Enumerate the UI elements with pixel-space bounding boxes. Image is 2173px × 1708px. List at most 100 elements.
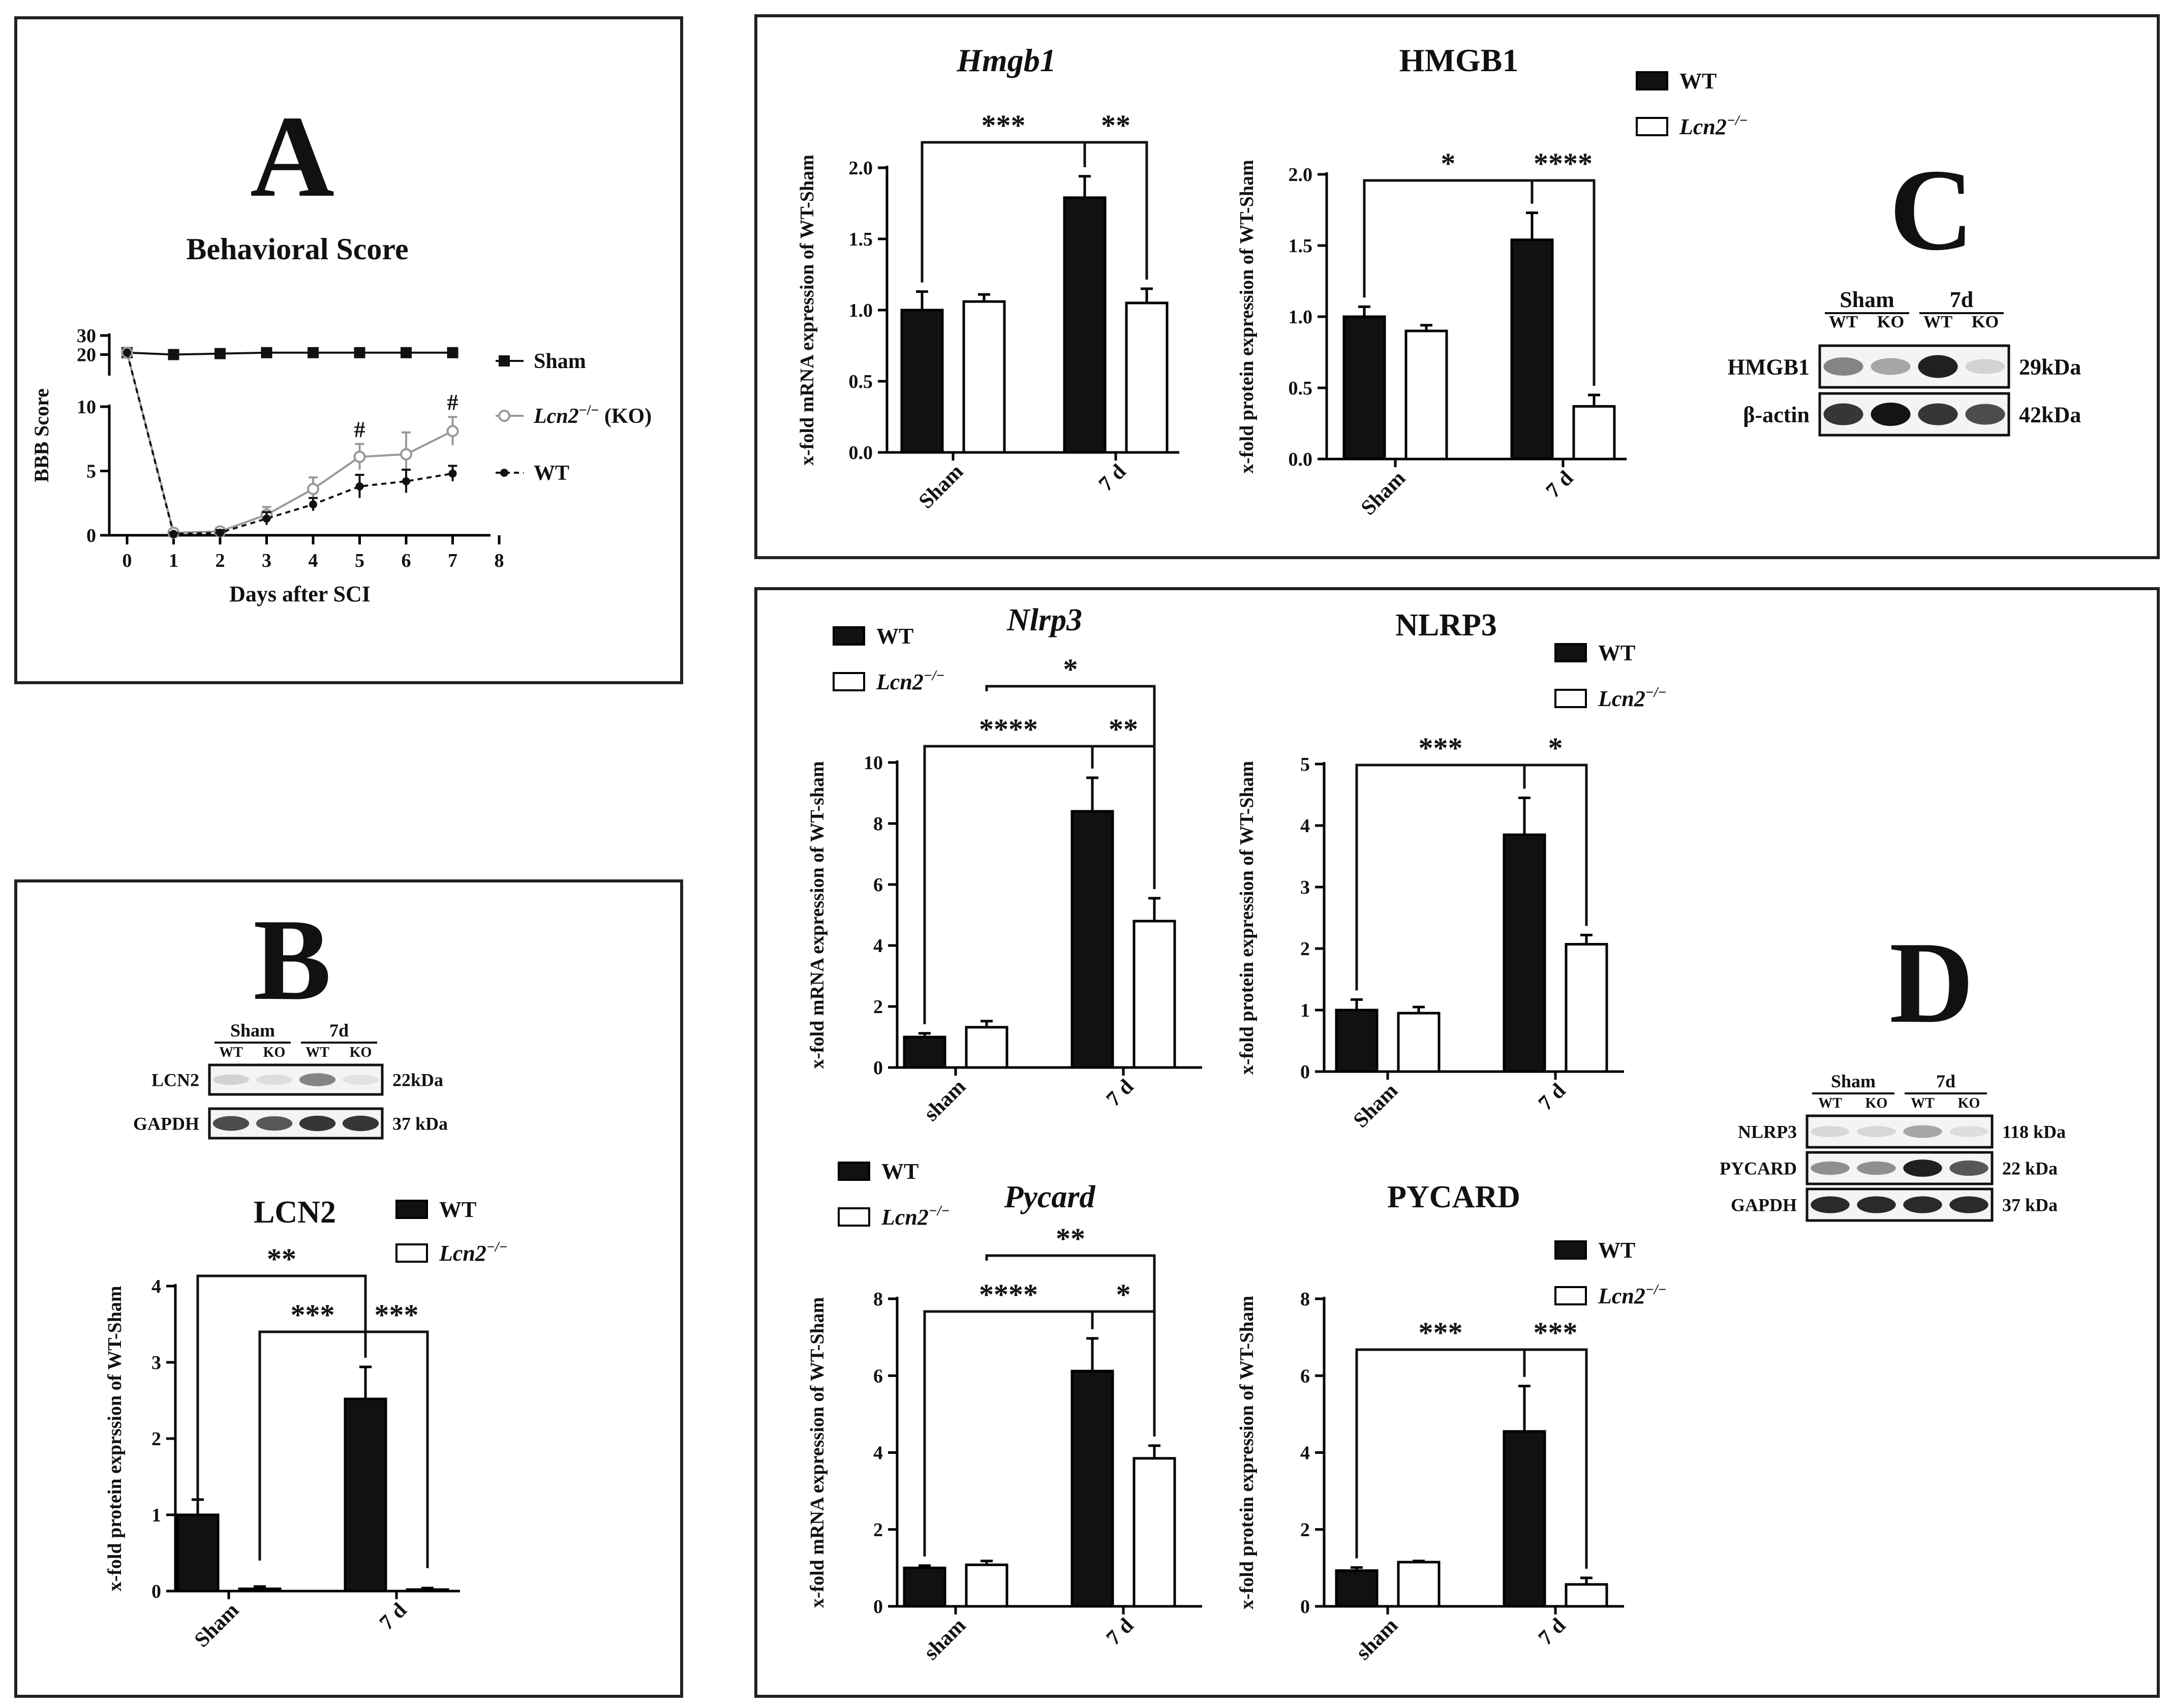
x-tick-label: sham [1352,1614,1402,1665]
bar-chart-hmgb1-protein: HMGB1 x-fold protein expression of WT-Sha… [1236,42,1627,520]
y-tick-label: 30 [77,325,96,347]
legend-label-wt: WT [1598,640,1635,665]
blot-band [1871,358,1911,375]
legend-ko-sup: −/− [1645,685,1667,700]
significance-label: ** [1056,1222,1085,1255]
bar-wt [176,1513,220,1593]
significance-label: *** [375,1298,419,1331]
x-tick-label: sham [920,1614,970,1665]
legend-label-ko: Lcn2−/− [881,1203,950,1230]
annotation-hash: # [354,417,365,442]
significance-label: *** [1419,731,1463,765]
significance-bracket [1363,179,1534,298]
legend-swatch-wt [1636,71,1668,90]
blot-size-label: 29kDa [2019,354,2081,379]
data-point [123,348,131,357]
significance-bracket [1523,1348,1588,1569]
x-tick-label: 6 [402,550,411,571]
legend-label-wt: WT [881,1159,919,1184]
blot-band [256,1075,293,1085]
y-tick-label: 2.0 [1289,164,1313,186]
x-tick-label: 7 d [1102,1075,1138,1111]
blot-band [1857,1126,1896,1137]
y-axis-label: x-fold mRNA expression of WT-Sham [807,1297,828,1608]
blot-band [1857,1161,1896,1175]
blot-lane-label: KO [1972,312,1999,331]
x-tick-label: 4 [309,550,318,571]
significance-label: * [1116,1278,1131,1311]
legend-marker-wt [500,469,508,477]
chart-title: Hmgb1 [956,42,1056,78]
data-point [447,347,458,358]
chart-a-title: Behavioral Score [186,232,408,266]
blot-band [1949,1160,1988,1176]
series-line-2 [126,352,453,535]
blot-protein-label: β-actin [1743,402,1810,427]
blot-band [1823,357,1863,376]
blot-band [342,1115,379,1132]
legend-swatch-wt [395,1200,428,1219]
y-tick-label: 10 [864,752,883,774]
blot-band [1871,403,1911,426]
y-tick-label: 2 [1300,938,1310,960]
x-tick-label: Sham [914,460,968,513]
blot-group-label: 7d [329,1020,349,1041]
annotation-hash: # [447,390,458,415]
legend-ko-sup: −/− [1727,113,1748,129]
blot-group-label: Sham [230,1020,275,1041]
y-tick-label: 1.0 [1289,307,1313,328]
legend-ko-sup: −/− [929,1203,950,1219]
x-tick-label: 7 d [1102,1614,1138,1650]
x-tick-label: Sham [190,1599,243,1652]
y-tick-label: 1 [151,1505,161,1526]
legend-label-ko: Lcn2−/− [1679,113,1748,139]
blot-band [1965,359,2005,374]
y-tick-label: 2 [151,1428,161,1450]
bar-ko [1572,405,1616,461]
bar-ko [965,1563,1008,1608]
significance-bracket [1355,1348,1526,1559]
legend-ko-sup: −/− [924,668,945,684]
chart-title: NLRP3 [1395,608,1497,643]
y-tick-label: 3 [1300,877,1310,898]
y-tick-label: 0.5 [849,371,873,392]
blot-strip [1805,1114,1994,1149]
blot-group-label: 7d [1950,287,1973,312]
blot-band [1949,1126,1988,1137]
legend-swatch-ko [395,1243,428,1263]
data-point [168,349,179,360]
y-tick-label: 1.5 [849,229,873,250]
blot-lane-label: WT [1923,312,1952,331]
blot-lane-label: KO [350,1045,372,1060]
blot-band [1811,1196,1850,1213]
legend-ko-main: Lcn2 [1679,114,1727,139]
bar-wt [903,1035,946,1069]
bar-ko [1404,329,1448,461]
y-tick-label: 0 [1300,1061,1310,1083]
x-tick-label: Sham [1357,467,1410,520]
blot-lane-label: KO [1877,312,1904,331]
y-tick-label: 10 [77,396,96,418]
legend-marker-sham [499,355,510,367]
y-tick-label: 6 [873,1365,883,1387]
significance-bracket [1523,764,1588,926]
panel-letter-a: A [250,92,334,221]
significance-label: ** [267,1242,296,1275]
bar-wt [1342,315,1386,461]
x-tick-label: 5 [355,550,364,571]
chart-title: Nlrp3 [1006,603,1082,637]
significance-label: **** [979,713,1038,746]
legend-label-wt: WT [876,624,913,649]
y-tick-label: 0.5 [1289,378,1313,399]
y-tick-label: 6 [1300,1365,1310,1387]
legend-ko-part: −/− [579,403,599,418]
y-axis-label: x-fold protein exprssion of WT-Sham [104,1286,126,1591]
significance-bracket [364,1330,429,1568]
x-tick-label: Sham [1349,1079,1402,1133]
panel-letter-b: B [253,895,331,1024]
legend-label-ko: Lcn2−/− [1598,685,1667,711]
blot-lane-label: WT [1911,1095,1935,1111]
y-tick-label: 4 [873,935,883,957]
legend-label-wt: WT [1598,1238,1635,1263]
